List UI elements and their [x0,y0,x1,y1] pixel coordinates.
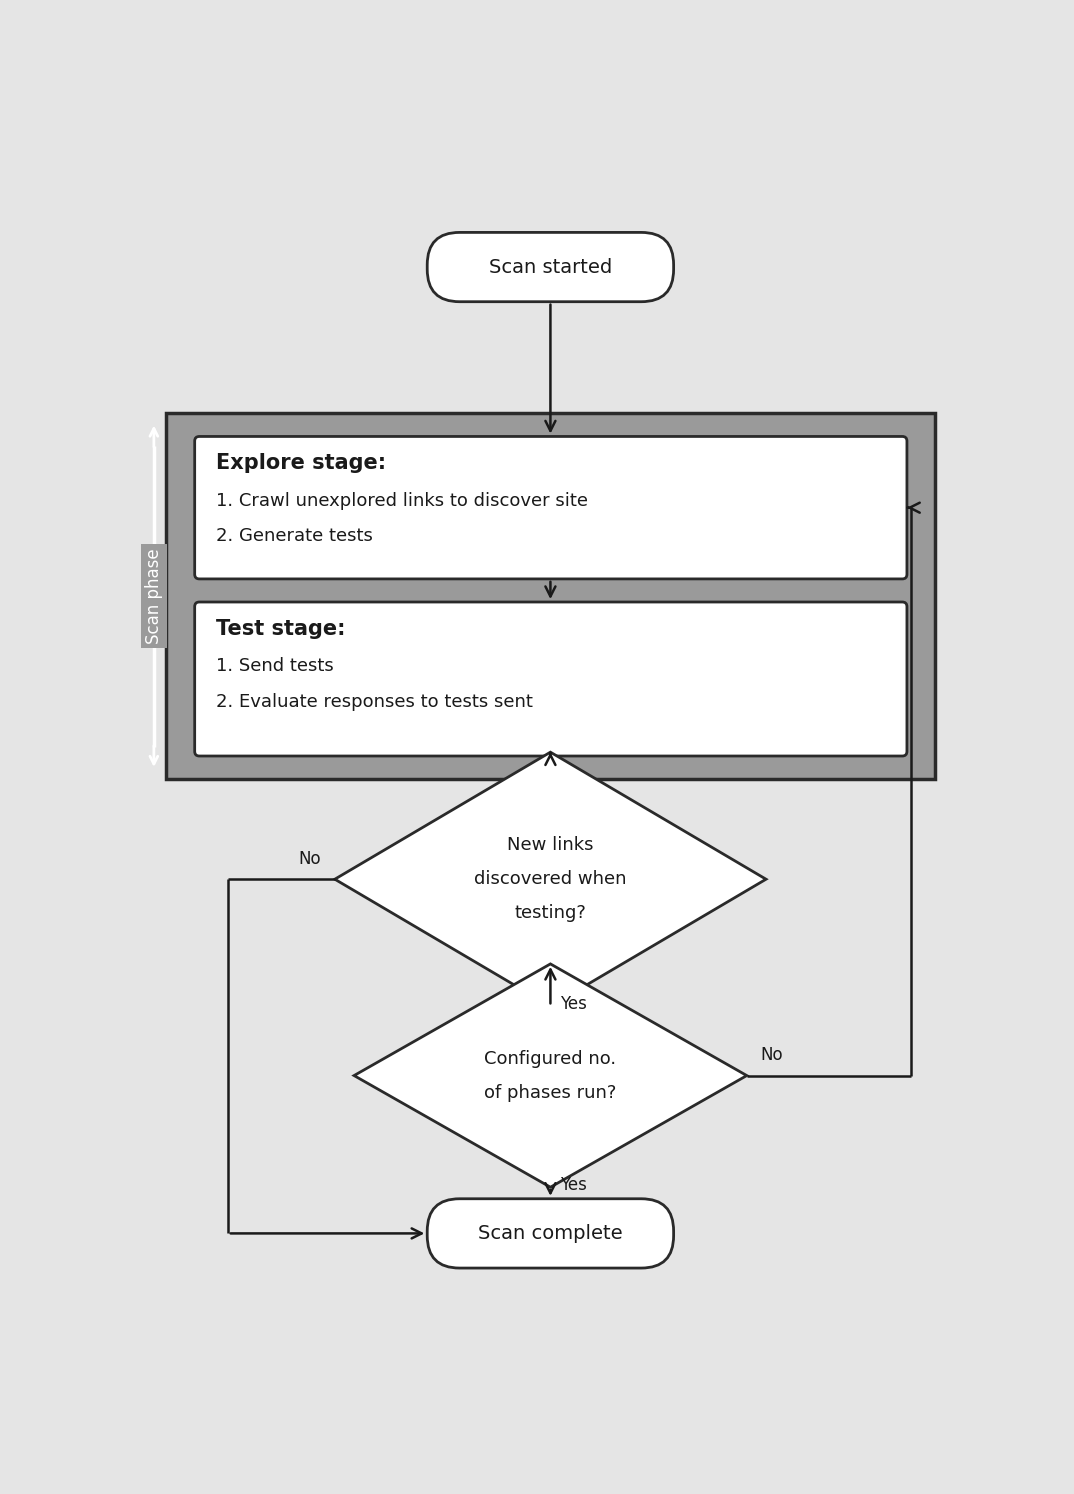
Text: testing?: testing? [514,904,586,922]
FancyBboxPatch shape [427,1198,673,1268]
Polygon shape [335,751,766,1007]
Text: 1. Send tests: 1. Send tests [216,657,334,675]
FancyBboxPatch shape [194,436,906,578]
FancyBboxPatch shape [194,602,906,756]
Text: Explore stage:: Explore stage: [216,453,387,474]
Text: Configured no.: Configured no. [484,1050,616,1068]
Text: 2. Generate tests: 2. Generate tests [216,527,373,545]
Text: Scan complete: Scan complete [478,1224,623,1243]
Text: discovered when: discovered when [475,870,626,889]
Polygon shape [354,964,746,1188]
Text: New links: New links [507,837,594,855]
Text: Scan phase: Scan phase [145,548,163,644]
Text: Test stage:: Test stage: [216,619,346,639]
Text: of phases run?: of phases run? [484,1083,616,1101]
Text: Yes: Yes [561,1176,587,1194]
Text: No: No [299,850,321,868]
Bar [166,414,934,778]
Text: 1. Crawl unexplored links to discover site: 1. Crawl unexplored links to discover si… [216,492,589,509]
Text: Yes: Yes [561,995,587,1013]
Text: Scan started: Scan started [489,257,612,276]
Text: 2. Evaluate responses to tests sent: 2. Evaluate responses to tests sent [216,693,533,711]
FancyBboxPatch shape [427,233,673,302]
Text: No: No [760,1046,783,1064]
